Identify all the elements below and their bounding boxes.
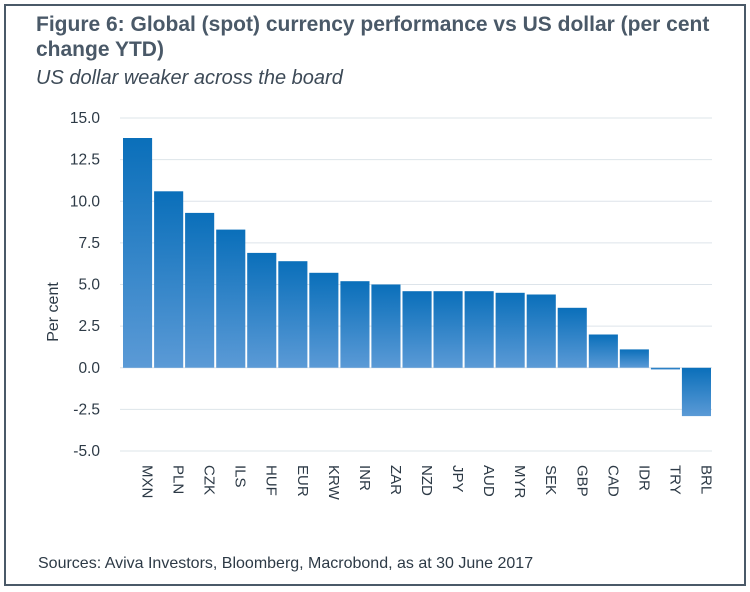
bar-zar bbox=[371, 284, 401, 368]
y-tick-label: -2.5 bbox=[73, 401, 100, 418]
x-tick-label: PLN bbox=[170, 465, 187, 494]
x-tick-label: HUF bbox=[263, 465, 280, 496]
bar-myr bbox=[495, 292, 525, 368]
bar-brl bbox=[681, 367, 711, 417]
x-tick-label: AUD bbox=[480, 465, 497, 497]
bar-sek bbox=[526, 294, 556, 368]
x-tick-label: CAD bbox=[604, 465, 621, 497]
y-tick-label: 0.0 bbox=[78, 360, 100, 377]
y-tick-label: 12.5 bbox=[70, 152, 100, 169]
x-tick-label: JPY bbox=[449, 465, 466, 493]
bars bbox=[123, 138, 711, 417]
x-tick-label: ILS bbox=[232, 465, 249, 488]
x-tick-label: INR bbox=[356, 465, 373, 491]
bar-jpy bbox=[433, 291, 463, 368]
bar-pln bbox=[154, 191, 184, 368]
bar-try bbox=[650, 367, 680, 370]
x-tick-label: TRY bbox=[666, 465, 683, 495]
y-tick-label: 5.0 bbox=[78, 277, 100, 294]
x-tick-label: EUR bbox=[294, 465, 311, 497]
bar-eur bbox=[278, 261, 308, 368]
bar-cad bbox=[588, 334, 618, 368]
x-tick-label: KRW bbox=[325, 465, 342, 501]
x-tick-label: SEK bbox=[542, 465, 559, 495]
chart-subtitle: US dollar weaker across the board bbox=[36, 67, 343, 89]
x-tick-label: BRL bbox=[698, 465, 715, 494]
x-tick-label: MYR bbox=[511, 465, 528, 499]
bar-ils bbox=[216, 229, 246, 368]
x-tick-label: ZAR bbox=[387, 465, 404, 495]
bar-huf bbox=[247, 252, 277, 368]
bar-czk bbox=[185, 212, 215, 368]
y-tick-label: 2.5 bbox=[78, 318, 100, 335]
x-tick-label: MXN bbox=[139, 465, 156, 498]
x-tick-label: CZK bbox=[201, 465, 218, 495]
bar-aud bbox=[464, 291, 494, 368]
x-axis: MXN PLN CZK ILS HUF EUR KRW INR ZAR NZD JPY AUD MYR S… bbox=[139, 465, 715, 501]
bar-krw bbox=[309, 272, 339, 368]
bar-nzd bbox=[402, 291, 432, 368]
chart-title: Figure 6: Global (spot) currency perform… bbox=[36, 13, 710, 61]
y-tick-label: 15.0 bbox=[70, 110, 101, 127]
x-tick-label: GBP bbox=[573, 465, 590, 497]
y-tick-label: 10.0 bbox=[70, 193, 101, 210]
y-axis-label: Per cent bbox=[45, 282, 62, 342]
y-axis: 15.0 12.5 10.0 7.5 5.0 2.5 0.0 -2.5 -5.0 bbox=[70, 110, 101, 460]
x-tick-label: IDR bbox=[635, 465, 652, 491]
bar-mxn bbox=[123, 138, 153, 368]
bar-inr bbox=[340, 281, 370, 368]
y-tick-label: 7.5 bbox=[78, 235, 100, 252]
bar-idr bbox=[619, 349, 649, 368]
x-tick-label: NZD bbox=[418, 465, 435, 496]
y-tick-label: -5.0 bbox=[73, 443, 100, 460]
bar-gbp bbox=[557, 307, 587, 368]
source-note: Sources: Aviva Investors, Bloomberg, Mac… bbox=[38, 555, 534, 572]
